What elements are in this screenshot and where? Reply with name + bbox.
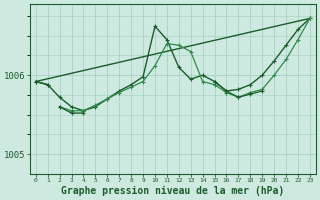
X-axis label: Graphe pression niveau de la mer (hPa): Graphe pression niveau de la mer (hPa): [61, 186, 284, 196]
